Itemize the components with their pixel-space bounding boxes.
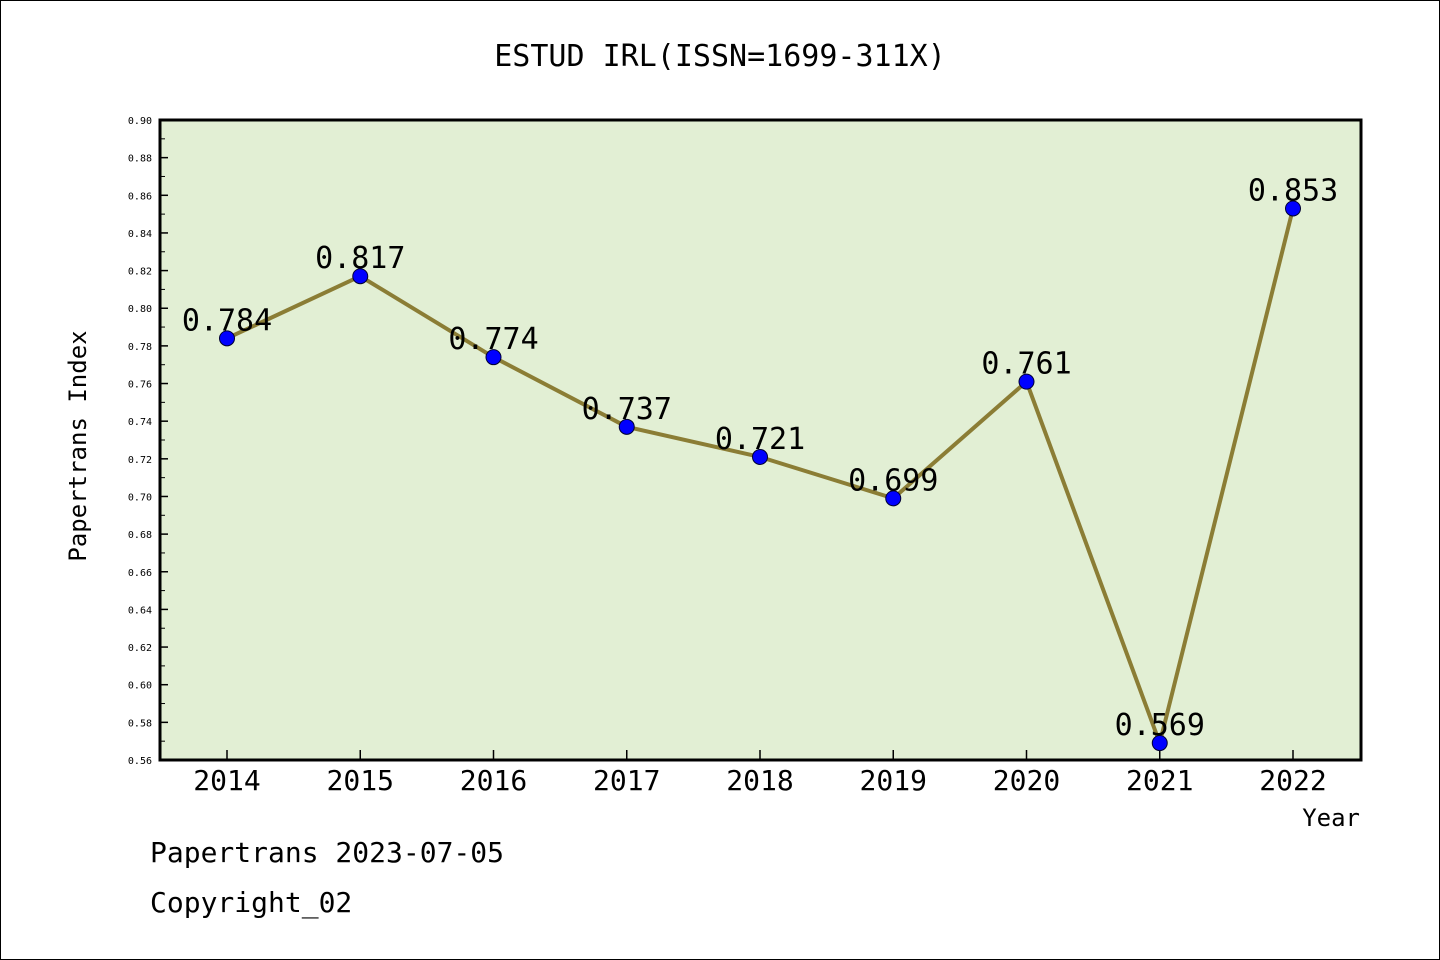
y-tick-label: 0.82 <box>128 267 152 278</box>
y-axis-label: Papertrans Index <box>64 330 92 561</box>
y-tick-label: 0.68 <box>128 530 152 541</box>
x-tick-label: 2016 <box>460 764 527 797</box>
y-tick-label: 0.70 <box>128 492 152 503</box>
data-label: 0.761 <box>981 347 1071 382</box>
data-point <box>1151 735 1168 752</box>
data-point <box>485 349 502 366</box>
y-tick-label: 0.84 <box>128 229 152 240</box>
y-tick-label: 0.88 <box>128 154 152 165</box>
y-axis: 0.56 0.58 0.60 0.62 0.64 0.66 0.68 0.70 0.72 0.74… <box>128 116 168 767</box>
y-tick-label: 0.60 <box>128 681 152 692</box>
y-tick-label: 0.72 <box>128 455 152 466</box>
y-tick-label: 0.90 <box>128 116 152 127</box>
data-label: 0.853 <box>1248 173 1338 208</box>
x-tick-label: 2017 <box>593 764 660 797</box>
x-tick-label: 2020 <box>993 764 1060 797</box>
plot-area <box>158 118 1363 762</box>
data-labels: 0.784 0.817 0.774 0.737 0.721 0.699 0.761 0.569… <box>182 173 1338 743</box>
x-tick-label: 2021 <box>1126 764 1193 797</box>
y-tick-label: 0.56 <box>128 756 152 767</box>
series-points <box>219 200 1301 752</box>
y-tick-label: 0.64 <box>128 605 152 616</box>
y-tick-label: 0.76 <box>128 380 152 391</box>
y-tick-label: 0.78 <box>128 342 152 353</box>
x-tick-label: 2022 <box>1259 764 1326 797</box>
data-label: 0.774 <box>448 322 538 357</box>
x-tick-label: 2015 <box>327 764 394 797</box>
x-axis-label: Year <box>1302 804 1360 832</box>
data-label: 0.699 <box>848 463 938 498</box>
data-point <box>885 490 902 507</box>
y-tick-label: 0.62 <box>128 643 152 654</box>
footer-copyright-text: Copyright_02 <box>150 886 353 919</box>
data-point <box>219 330 235 347</box>
y-tick-label: 0.74 <box>128 417 152 428</box>
data-label: 0.569 <box>1115 708 1205 743</box>
data-label: 0.721 <box>715 422 805 457</box>
x-tick-label: 2014 <box>193 764 260 797</box>
data-point <box>752 448 768 465</box>
y-tick-label: 0.58 <box>128 718 152 729</box>
x-axis: 2014 2015 2016 2017 2018 2019 2020 2021 2022 <box>193 750 1327 797</box>
x-tick-label: 2018 <box>726 764 793 797</box>
x-tick-label: 2019 <box>860 764 927 797</box>
data-point <box>618 418 635 435</box>
data-label: 0.817 <box>315 241 405 276</box>
footer-date-text: Papertrans 2023-07-05 <box>150 836 505 869</box>
chart-title: ESTUD IRL(ISSN=1699-311X) <box>494 39 946 74</box>
y-tick-label: 0.86 <box>128 191 152 202</box>
data-label: 0.737 <box>582 392 672 427</box>
data-point <box>1285 200 1301 217</box>
data-point <box>1018 373 1035 390</box>
data-label: 0.784 <box>182 303 272 338</box>
y-tick-label: 0.66 <box>128 568 152 579</box>
data-point <box>352 268 369 285</box>
y-tick-label: 0.80 <box>128 304 152 315</box>
